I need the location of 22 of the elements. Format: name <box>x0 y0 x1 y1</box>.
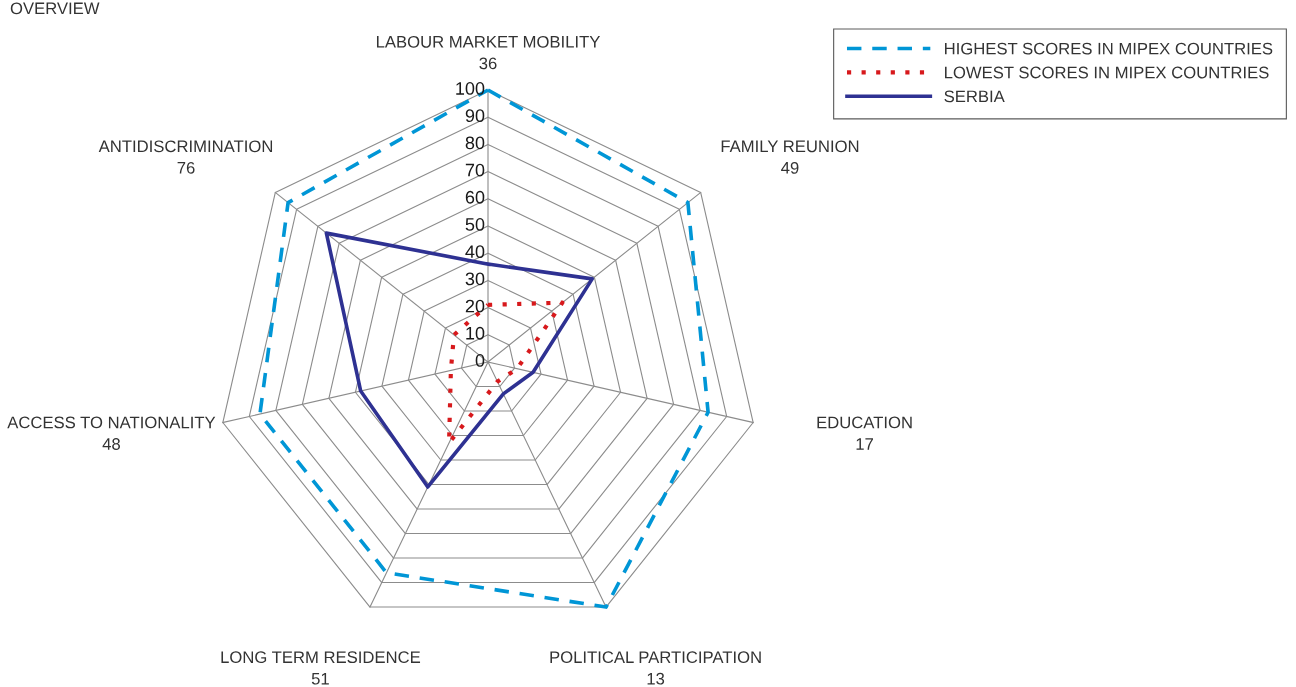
y-tick-label: 30 <box>465 272 485 286</box>
legend-label: HIGHEST SCORES IN MIPEX COUNTRIES <box>945 42 1273 55</box>
y-tick-label: 10 <box>466 326 485 340</box>
y-tick-label: 90 <box>465 109 485 123</box>
spoke-label: POLITICAL PARTICIPATION 13 <box>550 651 761 685</box>
y-tick-label: 80 <box>465 136 485 150</box>
spoke-label: LONG TERM RESIDENCE 51 <box>221 651 421 685</box>
y-tick-label: 50 <box>465 218 485 231</box>
y-tick-label: 0 <box>475 354 485 367</box>
chart-title: OVERVIEW <box>10 2 100 15</box>
y-tick-label: 100 <box>456 82 485 95</box>
y-tick-label: 70 <box>465 163 485 177</box>
spoke-label: ANTIDISCRIMINATION 76 <box>98 140 273 174</box>
spoke-label: FAMILY REUNION 49 <box>721 140 859 174</box>
spoke-label: ACCESS TO NATIONALITY 48 <box>7 416 216 450</box>
spoke-label: LABOUR MARKET MOBILITY 36 <box>376 35 601 70</box>
y-tick-label: 20 <box>465 299 485 313</box>
y-tick-label: 60 <box>465 190 485 204</box>
legend-label: SERBIA <box>944 90 1005 103</box>
y-tick-label: 40 <box>465 245 485 259</box>
legend-label: LOWEST SCORES IN MIPEX COUNTRIES <box>945 66 1269 79</box>
spoke-label: EDUCATION 17 <box>817 416 912 450</box>
